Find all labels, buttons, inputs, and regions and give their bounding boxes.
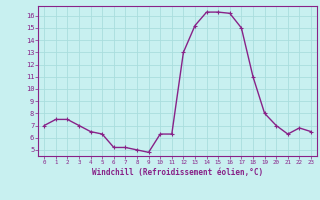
X-axis label: Windchill (Refroidissement éolien,°C): Windchill (Refroidissement éolien,°C) xyxy=(92,168,263,177)
